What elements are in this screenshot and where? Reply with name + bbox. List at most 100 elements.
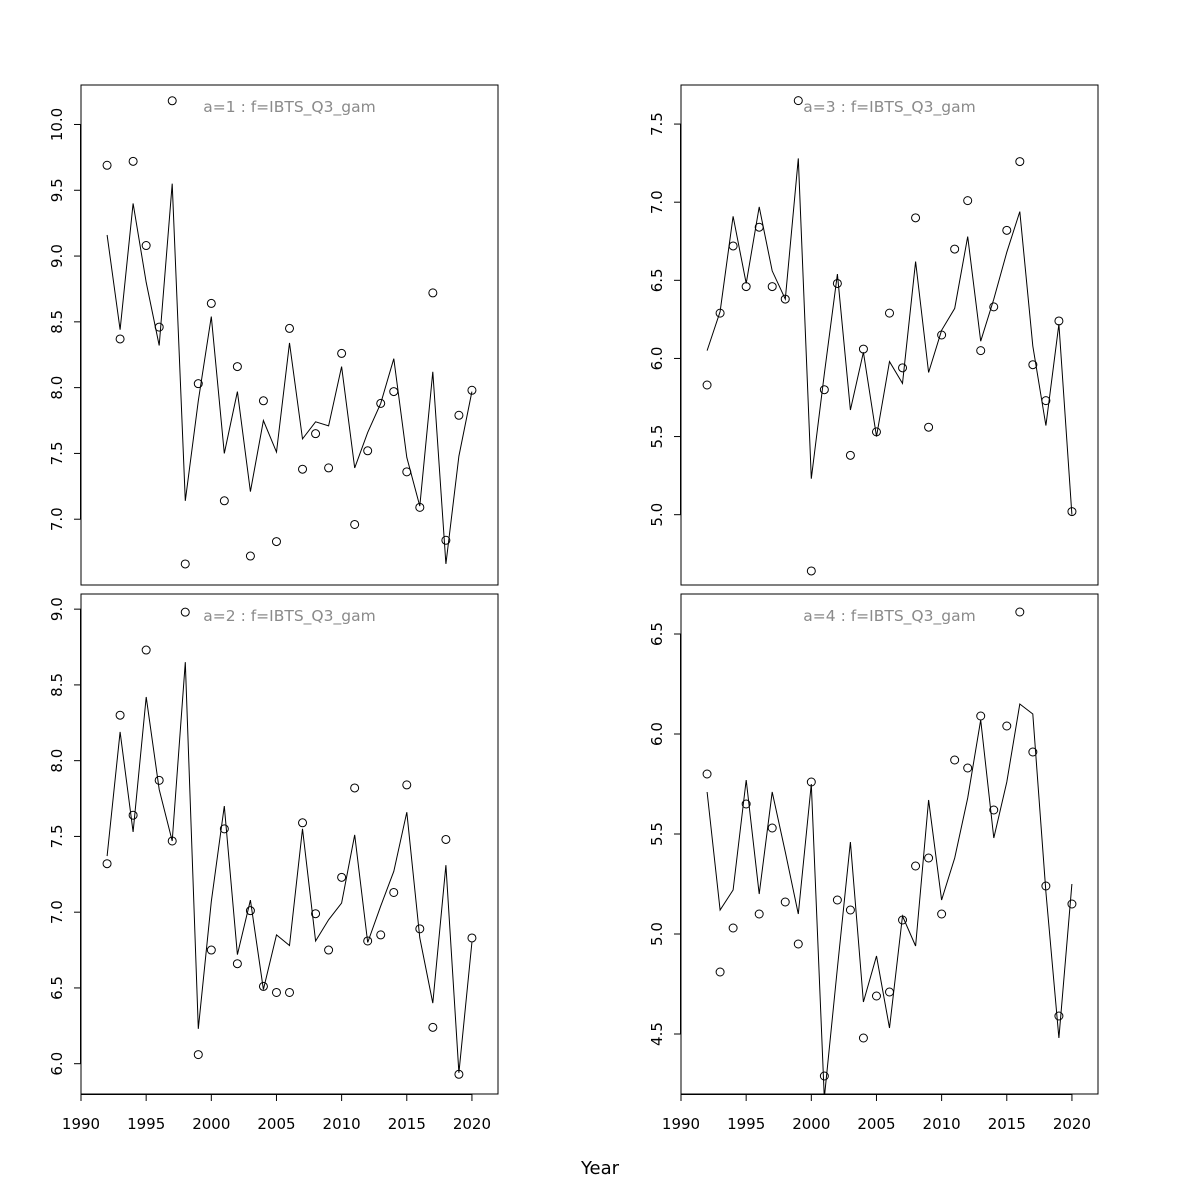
x-tick-label: 2015 [988, 1115, 1026, 1133]
x-tick-label: 2005 [857, 1115, 895, 1133]
data-point [702, 380, 712, 390]
y-tick-label: 6.0 [48, 1052, 66, 1076]
panel-a2: a=2 : f=IBTS_Q3_gam 6.0 6.5 7.0 7.5 8.0 8.5 9.0… [48, 593, 499, 1133]
data-point [728, 241, 738, 251]
plot-frame [80, 84, 499, 586]
y-tick-label: 5.5 [648, 822, 666, 846]
data-point [389, 387, 399, 397]
data-point [441, 535, 451, 545]
data-point [363, 446, 373, 456]
data-point [1028, 360, 1038, 370]
data-point [911, 213, 921, 223]
data-point [937, 909, 947, 919]
y-tick-label: 6.5 [648, 268, 666, 292]
panel-title: a=1 : f=IBTS_Q3_gam [203, 98, 375, 117]
y-tick-label: 9.0 [48, 597, 66, 621]
data-point [767, 823, 777, 833]
data-point [1002, 721, 1012, 731]
x-tick-label: 1990 [62, 1115, 100, 1133]
data-point [350, 783, 360, 793]
y-tick-label: 8.5 [48, 673, 66, 697]
plot-area [702, 607, 1077, 1094]
data-point [389, 887, 399, 897]
data-point [245, 906, 255, 916]
data-point [206, 298, 216, 308]
data-point [206, 945, 216, 955]
x-tick-label: 2000 [192, 1115, 230, 1133]
plot-frame [80, 593, 499, 1095]
y-tick-label: 9.5 [48, 178, 66, 202]
panel-a4: a=4 : f=IBTS_Q3_gam 4.5 5.0 5.5 6.0 6.5 1990 19… [648, 593, 1099, 1133]
y-tick-label: 5.0 [648, 922, 666, 946]
panel-a3: a=3 : f=IBTS_Q3_gam 5.0 5.5 6.0 6.5 7.0 7.5 [648, 84, 1099, 586]
data-point [441, 834, 451, 844]
data-point [180, 607, 190, 617]
data-point [989, 805, 999, 815]
x-tick-label: 2005 [257, 1115, 295, 1133]
y-tick-label: 7.5 [48, 824, 66, 848]
data-point [115, 710, 125, 720]
data-point [845, 905, 855, 915]
data-point [806, 566, 816, 576]
data-point [1054, 1011, 1064, 1021]
data-point [141, 645, 151, 655]
data-point [324, 945, 334, 955]
fitted-line [706, 703, 1073, 1094]
y-tick-label: 8.0 [48, 376, 66, 400]
data-point [271, 987, 281, 997]
data-point [741, 799, 751, 809]
x-tick-label: 2020 [1053, 1115, 1091, 1133]
y-tick-label: 6.5 [48, 976, 66, 1000]
data-point [232, 959, 242, 969]
data-point [976, 711, 986, 721]
y-tick-label: 7.5 [48, 441, 66, 465]
x-tick-label: 2010 [923, 1115, 961, 1133]
data-point [885, 308, 894, 318]
data-point [428, 288, 438, 298]
data-point [115, 334, 125, 344]
x-tick-label: 1995 [727, 1115, 765, 1133]
data-point [271, 537, 281, 547]
data-point [102, 859, 112, 869]
data-point [415, 924, 425, 934]
data-point [728, 923, 738, 933]
data-point [1002, 225, 1012, 235]
data-point [428, 1022, 438, 1032]
data-point [167, 96, 177, 106]
y-tick-label: 6.5 [648, 622, 666, 646]
data-point [128, 810, 138, 820]
data-point [141, 241, 151, 251]
data-point [885, 987, 894, 997]
data-point [989, 302, 999, 312]
data-point [963, 196, 973, 206]
data-point [793, 939, 803, 949]
data-point [376, 398, 386, 408]
data-point [950, 755, 960, 765]
data-point [454, 410, 464, 420]
y-tick-label: 8.0 [48, 749, 66, 773]
data-point [193, 1050, 203, 1060]
data-point [871, 991, 881, 1001]
data-point [780, 897, 790, 907]
y-tick-label: 6.0 [648, 347, 666, 371]
y-tick-label: 10.0 [48, 108, 66, 141]
data-point [193, 379, 203, 389]
data-point [376, 930, 386, 940]
data-point [245, 551, 255, 561]
data-point [467, 385, 477, 395]
data-point [219, 824, 229, 834]
data-point [154, 775, 164, 785]
fitted-line [706, 158, 1073, 515]
data-point [232, 362, 242, 372]
y-tick-label: 4.5 [648, 1022, 666, 1046]
data-point [702, 769, 712, 779]
data-point [285, 987, 294, 997]
data-point [311, 909, 321, 919]
x-axis-label: Year [580, 1158, 620, 1179]
data-point [324, 463, 334, 473]
y-tick-label: 6.0 [648, 722, 666, 746]
y-tick-label: 7.0 [48, 507, 66, 531]
data-point [298, 818, 308, 828]
plot-frame [680, 84, 1099, 586]
data-point [402, 780, 412, 790]
